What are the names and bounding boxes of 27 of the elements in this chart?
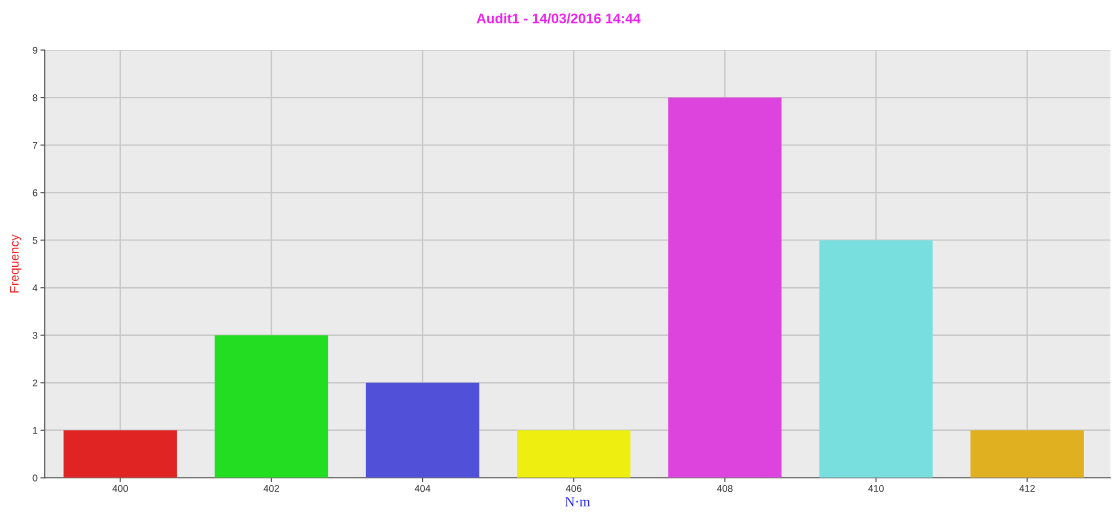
bar [214, 335, 329, 478]
y-tick-label: 7 [32, 141, 38, 149]
bar [970, 430, 1084, 478]
y-tick-label: 2 [32, 379, 38, 387]
y-tick-label: 6 [32, 189, 38, 197]
x-tick-label: 404 [414, 485, 431, 492]
x-tick-label: 402 [263, 485, 280, 492]
x-tick-label: 410 [868, 485, 884, 492]
chart-title: Audit1 - 14/03/2016 14:44 [476, 13, 641, 24]
y-tick-label: 0 [32, 474, 38, 482]
y-tick-label: 1 [33, 427, 38, 434]
y-axis-title: Frequency [10, 234, 22, 293]
x-tick-label: 412 [1019, 485, 1035, 492]
y-tick-label: 3 [32, 331, 38, 339]
bar [517, 430, 631, 478]
bar [365, 382, 480, 478]
y-tick-label: 4 [32, 284, 38, 292]
x-axis-title: N·m [565, 497, 590, 507]
y-tick-label: 5 [32, 237, 38, 244]
bar [63, 430, 177, 478]
x-tick-label: 400 [112, 485, 128, 492]
bar [668, 97, 782, 478]
y-tick-label: 9 [32, 46, 38, 54]
bar [819, 240, 933, 478]
x-tick-label: 406 [565, 485, 582, 492]
y-tick-label: 8 [32, 94, 38, 102]
x-tick-label: 408 [716, 485, 733, 492]
